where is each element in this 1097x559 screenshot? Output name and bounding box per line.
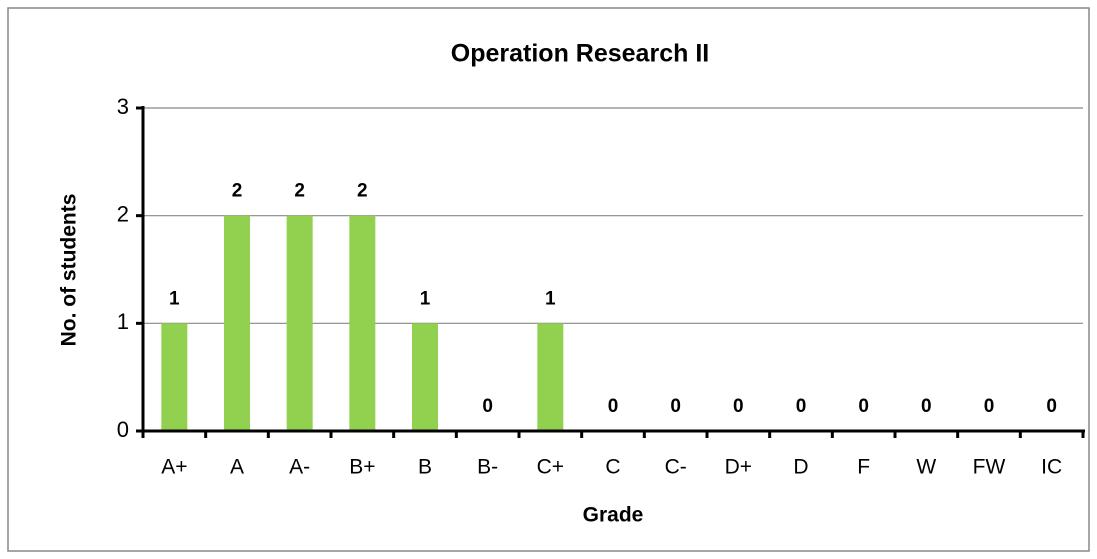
x-tick-label: C- bbox=[665, 456, 687, 479]
data-label: 2 bbox=[232, 181, 243, 202]
data-label: 0 bbox=[984, 396, 995, 417]
bar bbox=[349, 215, 376, 431]
x-tick-label: A bbox=[230, 456, 244, 479]
y-tick-label: 0 bbox=[117, 417, 129, 442]
data-label: 0 bbox=[796, 396, 807, 417]
x-tick-label: IC bbox=[1041, 456, 1062, 479]
data-label: 0 bbox=[921, 396, 932, 417]
data-label: 2 bbox=[357, 181, 368, 202]
y-axis-label: No. of students bbox=[58, 194, 81, 347]
x-tick-label: A+ bbox=[161, 456, 187, 479]
y-tick-label: 2 bbox=[117, 201, 129, 226]
x-tick-label: A- bbox=[289, 456, 310, 479]
x-tick-label: FW bbox=[973, 456, 1006, 479]
data-label: 2 bbox=[294, 181, 305, 202]
x-tick-label: F bbox=[857, 456, 870, 479]
data-label: 1 bbox=[545, 288, 556, 309]
bar bbox=[412, 323, 438, 431]
bar bbox=[286, 215, 313, 431]
x-tick-label: D+ bbox=[725, 456, 752, 479]
x-tick-label: B+ bbox=[349, 456, 375, 479]
y-tick-label: 3 bbox=[117, 94, 129, 119]
x-tick-label: W bbox=[916, 456, 936, 479]
data-label: 1 bbox=[169, 288, 180, 309]
data-label: 0 bbox=[1046, 396, 1057, 417]
data-label: 0 bbox=[482, 396, 493, 417]
data-label: 0 bbox=[670, 396, 681, 417]
x-tick-label: C+ bbox=[537, 456, 564, 479]
data-label: 1 bbox=[420, 288, 431, 309]
data-label: 0 bbox=[733, 396, 744, 417]
bar bbox=[224, 215, 250, 431]
bar bbox=[537, 323, 564, 431]
x-axis-label: Grade bbox=[583, 504, 644, 527]
x-tick-label: B- bbox=[477, 456, 498, 479]
chart-frame bbox=[7, 7, 1090, 552]
x-tick-label: D bbox=[793, 456, 808, 479]
x-tick-label: B bbox=[418, 456, 432, 479]
y-tick-label: 1 bbox=[117, 309, 129, 334]
chart-title: Operation Research II bbox=[451, 40, 709, 68]
data-label: 0 bbox=[858, 396, 869, 417]
x-tick-label: C bbox=[605, 456, 620, 479]
data-label: 0 bbox=[608, 396, 619, 417]
bar bbox=[161, 323, 188, 431]
